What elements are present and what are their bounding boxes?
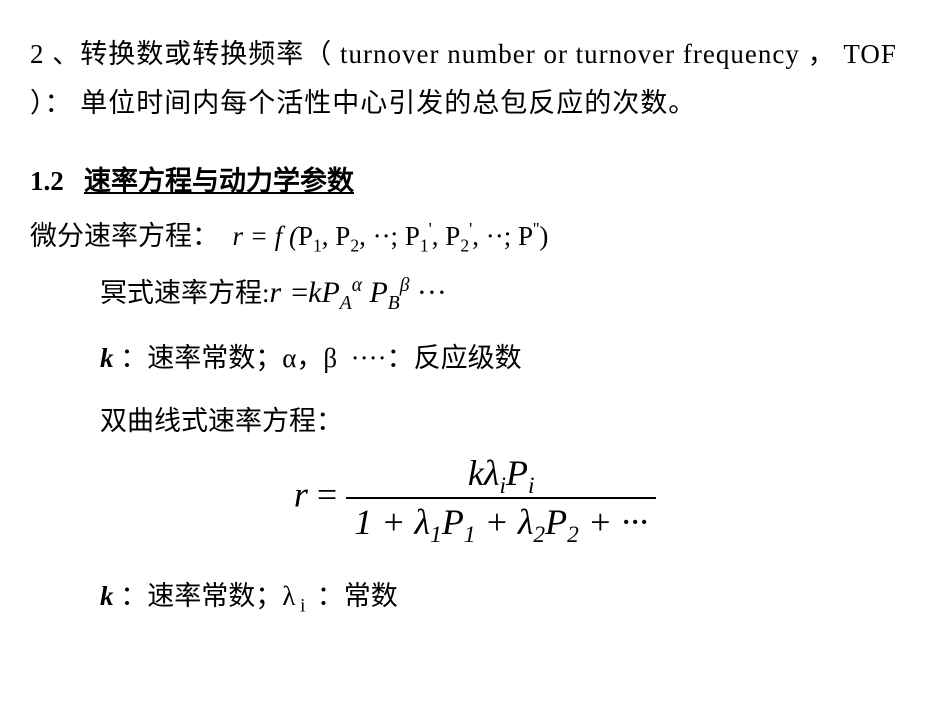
eq1-p2p: P <box>445 221 460 251</box>
den-l1: λ <box>415 502 431 542</box>
fraction-denominator: 1 + λ1P1 + λ2P2 + ··· <box>346 497 656 544</box>
eq1-p1p: P <box>405 221 420 251</box>
frac-r: r <box>294 474 308 514</box>
para1-tof: TOF <box>843 39 897 69</box>
frac-equals: = <box>317 474 337 514</box>
den-dots: + ··· <box>579 502 648 542</box>
eq1-pdp: P <box>518 221 533 251</box>
eq1-rfx: r = f ( <box>233 221 298 251</box>
k-definition-line-1: k ：速率常数；α，β ····：反应级数 <box>100 334 920 383</box>
equation-1: r = f (P1, P2, ··; P1', P2', ··; P'') <box>226 221 549 251</box>
definition-paragraph: 2 、转换数或转换频率（ turnover number or turnover… <box>30 30 920 127</box>
k-definition-line-2: k ：速率常数；λ i ：常数 <box>100 572 920 621</box>
para1-text-a: 2 、转换数或转换频率（ <box>30 39 340 69</box>
hyperbolic-equation: r = kλiPi 1 + λ1P1 + λ2P2 + ··· <box>30 452 920 544</box>
fraction: kλiPi 1 + λ1P1 + λ2P2 + ··· <box>346 452 656 544</box>
eq1-p2: P <box>335 221 350 251</box>
document-page: 2 、转换数或转换频率（ turnover number or turnover… <box>0 0 950 713</box>
diff-label: 微分速率方程： <box>30 221 219 251</box>
eq1-close: ) <box>539 221 548 251</box>
fraction-numerator: kλiPi <box>346 452 656 497</box>
para1-text-b: ， <box>800 39 844 69</box>
power-label: 冥式速率方程: <box>100 278 270 308</box>
section-number: 1.2 <box>30 166 64 196</box>
num-k: k <box>468 453 484 493</box>
num-p: P <box>506 453 528 493</box>
den-p2: P <box>545 502 567 542</box>
para1-text-c: ）： 单位时间内每个活性中心引发的总包反应的次数。 <box>30 88 696 118</box>
differential-rate-line: 微分速率方程： r = f (P1, P2, ··; P1', P2', ··;… <box>30 212 920 261</box>
section-heading: 1.2 速率方程与动力学参数 <box>30 157 920 206</box>
k-def-2b: ：常数 <box>310 581 398 611</box>
den-1: 1 + <box>354 502 414 542</box>
k-def-2a: ：速率常数；λ <box>120 581 295 611</box>
k-def-1-text: ：速率常数；α，β ····：反应级数 <box>120 343 521 373</box>
den-l2: λ <box>518 502 534 542</box>
equation-2: r=kPAα PBβ ··· <box>270 276 447 309</box>
section-title-text: 速率方程与动力学参数 <box>84 166 354 196</box>
hyperbolic-label-line: 双曲线式速率方程： <box>100 397 920 446</box>
power-rate-line: 冥式速率方程:r=kPAα PBβ ··· <box>100 266 920 320</box>
den-p1: P <box>442 502 464 542</box>
hyper-label: 双曲线式速率方程： <box>100 406 343 436</box>
eq1-p1: P <box>298 221 313 251</box>
den-plus: + <box>476 502 518 542</box>
para1-english: turnover number or turnover frequency <box>340 39 800 69</box>
num-lambda: λ <box>484 453 500 493</box>
